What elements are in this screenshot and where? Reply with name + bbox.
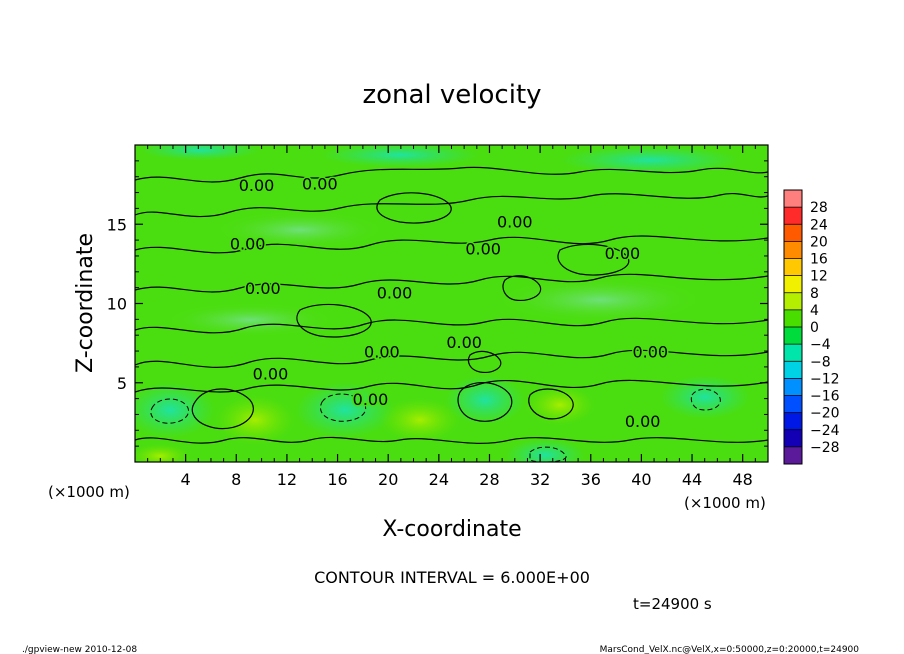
field-blob — [135, 444, 190, 462]
x-unit-label-right: (×1000 m) — [684, 494, 766, 512]
colorbar-swatch — [784, 190, 802, 208]
x-tick-label: 48 — [733, 470, 753, 489]
colorbar-swatch — [784, 395, 802, 413]
colorbar-swatch — [784, 446, 802, 465]
y-axis-title: Z-coordinate — [73, 233, 98, 373]
contour-value-label: 0.00 — [353, 390, 389, 409]
x-tick-label: 20 — [378, 470, 398, 489]
field-blob — [215, 395, 295, 445]
x-tick-label: 12 — [277, 470, 297, 489]
colorbar-swatch — [784, 224, 802, 242]
colorbar-label: −20 — [810, 406, 840, 422]
colorbar-swatch — [784, 412, 802, 431]
colorbar-swatch — [784, 361, 802, 379]
field-blob — [140, 145, 260, 160]
x-tick-label: 36 — [581, 470, 601, 489]
y-tick-label: 15 — [107, 215, 127, 234]
x-tick-label: 24 — [429, 470, 449, 489]
contour-value-label: 0.00 — [239, 176, 275, 195]
footer-right: MarsCond_VelX.nc@VelX,x=0:50000,z=0:2000… — [600, 645, 860, 654]
colorbar-swatch — [784, 292, 802, 311]
contour-lines-negative — [150, 388, 721, 462]
contour-value-label: 0.00 — [446, 333, 482, 352]
colorbar-label: −28 — [810, 440, 840, 456]
field-blob — [295, 382, 395, 438]
field-blob — [160, 302, 340, 338]
contour-value-label: 0.00 — [230, 235, 266, 254]
colorbar-swatch — [784, 344, 802, 362]
field-blob — [210, 210, 390, 250]
field-blob — [660, 375, 750, 419]
colorbar-swatch — [784, 309, 802, 328]
colorbar-label: −4 — [810, 337, 831, 353]
y-tick-label: 10 — [107, 295, 127, 314]
x-unit-label-left: (×1000 m) — [48, 483, 130, 501]
colorbar-swatch — [784, 327, 802, 345]
field-blob — [525, 385, 595, 425]
colorbar-label: 12 — [810, 269, 828, 285]
y-tick-label: 5 — [117, 374, 127, 393]
plot-area — [135, 145, 768, 462]
field-blob — [490, 276, 710, 324]
colorbar-swatch — [784, 378, 802, 396]
contour-interval-text: CONTOUR INTERVAL = 6.000E+00 — [314, 568, 590, 587]
contour-value-label: 0.00 — [625, 412, 661, 431]
colorbar-label: 8 — [810, 286, 819, 302]
contour-value-label: 0.00 — [302, 174, 338, 193]
colorbar-swatch — [784, 275, 802, 294]
contour-value-label: 0.00 — [253, 365, 289, 384]
x-tick-label: 8 — [231, 470, 241, 489]
footer-left: ./gpview-new 2010-12-08 — [22, 645, 137, 654]
field-blob — [560, 146, 740, 174]
colorbar-label: −12 — [810, 371, 840, 387]
x-tick-label: 4 — [181, 470, 191, 489]
colorbar-label: −16 — [810, 389, 840, 405]
colorbar-label: 28 — [810, 200, 828, 216]
x-tick-label: 44 — [682, 470, 702, 489]
x-axis-title: X-coordinate — [382, 517, 521, 542]
x-tick-label: 40 — [631, 470, 651, 489]
colorbar-label: −8 — [810, 354, 831, 370]
x-tick-label: 32 — [530, 470, 550, 489]
colorbar-swatch — [784, 241, 802, 259]
field-blob — [505, 439, 585, 462]
contour-value-label: 0.00 — [465, 239, 501, 258]
field-blob — [380, 398, 460, 442]
x-tick-label: 28 — [479, 470, 499, 489]
y-axis: 5 10 15 — [107, 160, 768, 447]
field-blob — [135, 382, 215, 438]
chart-title: zonal velocity — [362, 80, 541, 110]
x-axis: 4 8 12 16 20 24 28 32 36 40 44 48 — [147, 145, 756, 489]
colorbar-label: −24 — [810, 423, 840, 439]
contour-value-label: 0.00 — [377, 284, 413, 303]
contour-value-label: 0.00 — [605, 244, 641, 263]
contour-value-label: 0.00 — [364, 342, 400, 361]
contour-value-label: 0.00 — [245, 279, 281, 298]
contour-value-label: 0.00 — [632, 342, 668, 361]
time-label: t=24900 s — [633, 595, 712, 613]
contour-value-label: 0.00 — [497, 212, 533, 231]
contour-label-group: 0.00 0.00 0.00 0.00 0.00 0.00 0.00 0.00 0.00 0.00… — [228, 173, 669, 433]
colorbar-swatch — [784, 429, 802, 448]
x-tick-label: 16 — [327, 470, 347, 489]
contour-lines — [135, 166, 768, 444]
colorbar-swatch — [784, 258, 802, 276]
colorbar-label: 24 — [810, 217, 828, 233]
field-blob — [320, 145, 480, 167]
colorbar-label: 16 — [810, 252, 828, 268]
colorbar-label: 0 — [810, 320, 819, 336]
colorbar-label: 4 — [810, 303, 819, 319]
colorbar-swatch — [784, 207, 802, 225]
colorbar-label: 20 — [810, 234, 828, 250]
